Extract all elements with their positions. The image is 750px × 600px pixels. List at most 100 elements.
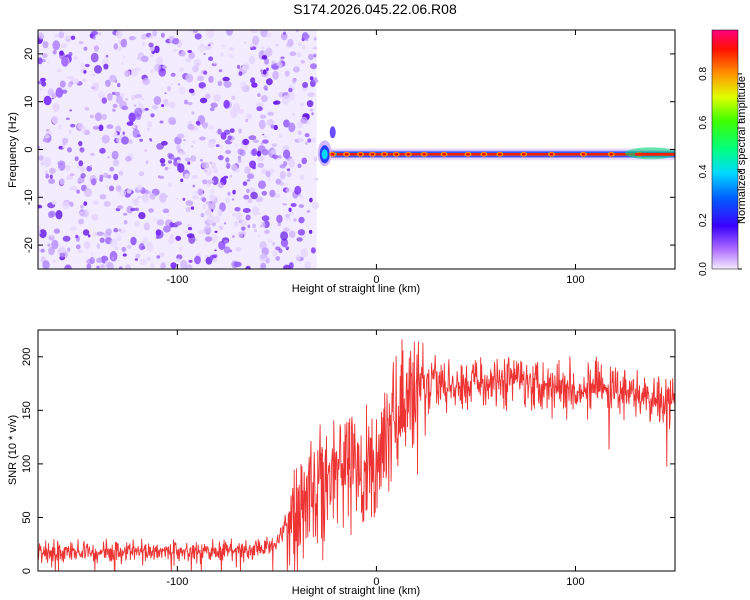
noise-speckle	[38, 33, 45, 40]
noise-speckle	[205, 167, 213, 176]
noise-speckle	[38, 204, 43, 209]
noise-speckle	[76, 179, 81, 183]
noise-speckle	[99, 174, 104, 179]
noise-speckle	[149, 193, 156, 200]
noise-speckle	[89, 152, 95, 157]
noise-speckle	[207, 141, 215, 148]
noise-speckle	[75, 234, 79, 239]
noise-speckle	[172, 38, 180, 45]
noise-speckle	[122, 253, 127, 257]
noise-speckle	[261, 190, 268, 196]
colorbar-gradient	[711, 29, 739, 270]
noise-speckle	[83, 46, 88, 51]
noise-speckle	[150, 69, 154, 74]
noise-speckle	[164, 166, 169, 171]
noise-speckle	[271, 143, 278, 147]
noise-speckle	[159, 192, 167, 203]
noise-speckle	[176, 198, 179, 201]
noise-speckle	[199, 97, 208, 104]
noise-speckle	[218, 240, 226, 250]
noise-speckle	[275, 43, 279, 47]
noise-speckle	[158, 175, 165, 179]
noise-speckle	[185, 57, 191, 63]
noise-speckle	[167, 214, 170, 217]
noise-speckle	[256, 155, 265, 162]
noise-speckle	[44, 134, 50, 139]
noise-speckle	[125, 155, 132, 162]
noise-speckle	[252, 46, 257, 50]
noise-speckle	[49, 167, 56, 174]
noise-speckle	[309, 197, 313, 203]
noise-speckle	[126, 244, 132, 249]
noise-speckle	[220, 132, 227, 140]
noise-speckle	[267, 177, 271, 182]
spectrogram-x-tick-label: 100	[566, 274, 584, 286]
noise-speckle	[230, 139, 234, 143]
noise-speckle	[76, 244, 81, 250]
noise-speckle	[135, 198, 139, 200]
noise-speckle	[90, 252, 94, 256]
noise-region	[38, 30, 320, 269]
noise-speckle	[168, 237, 175, 245]
noise-speckle	[91, 214, 99, 221]
noise-speckle	[155, 236, 160, 239]
noise-speckle	[280, 238, 289, 248]
noise-speckle	[99, 147, 106, 154]
noise-speckle	[243, 167, 247, 172]
noise-speckle	[148, 42, 154, 48]
noise-speckle	[69, 186, 78, 191]
noise-speckle	[122, 55, 126, 58]
noise-speckle	[285, 42, 293, 48]
noise-speckle	[232, 212, 236, 217]
noise-speckle	[86, 165, 92, 172]
carrier-hotspot-core	[394, 152, 399, 156]
noise-speckle	[113, 173, 119, 181]
spectrogram-y-tick-label: 20	[23, 48, 35, 60]
noise-speckle	[67, 247, 71, 252]
noise-speckle	[141, 33, 147, 40]
noise-speckle	[199, 159, 203, 162]
noise-speckle	[170, 83, 174, 86]
noise-speckle	[105, 185, 108, 188]
noise-speckle	[258, 180, 266, 189]
noise-speckle	[264, 58, 270, 65]
noise-speckle	[134, 107, 143, 118]
noise-speckle	[55, 210, 63, 220]
noise-speckle	[272, 250, 278, 257]
snr-frame	[37, 329, 676, 572]
noise-speckle	[103, 172, 109, 179]
noise-speckle	[67, 82, 73, 88]
noise-speckle	[187, 101, 193, 106]
noise-speckle	[208, 56, 214, 61]
noise-speckle	[278, 155, 282, 159]
noise-speckle	[252, 139, 259, 143]
noise-speckle	[235, 246, 242, 252]
noise-speckle	[78, 140, 83, 147]
noise-speckle	[87, 184, 90, 187]
noise-speckle	[57, 68, 62, 73]
noise-speckle	[105, 79, 111, 88]
noise-speckle	[265, 170, 271, 178]
noise-speckle	[227, 191, 231, 196]
noise-speckle	[233, 261, 242, 267]
noise-speckle	[261, 221, 266, 228]
noise-speckle	[187, 227, 193, 231]
noise-speckle	[86, 263, 92, 269]
noise-speckle	[237, 64, 241, 69]
noise-speckle	[96, 231, 105, 237]
noise-speckle	[293, 218, 297, 222]
noise-speckle	[206, 30, 215, 39]
noise-speckle	[243, 197, 247, 200]
colorbar-axis: 0.0 0.2 0.4 0.6 0.8	[698, 67, 742, 276]
noise-speckle	[123, 220, 128, 225]
noise-speckle	[279, 170, 286, 180]
noise-speckle	[89, 256, 96, 265]
noise-speckle	[146, 257, 151, 262]
noise-speckle	[147, 242, 153, 247]
noise-speckle	[188, 259, 193, 263]
noise-speckle	[232, 189, 236, 195]
noise-speckle	[214, 230, 218, 233]
carrier-hotspot-core	[370, 152, 375, 156]
noise-speckle	[69, 226, 77, 232]
noise-speckle	[91, 30, 98, 36]
